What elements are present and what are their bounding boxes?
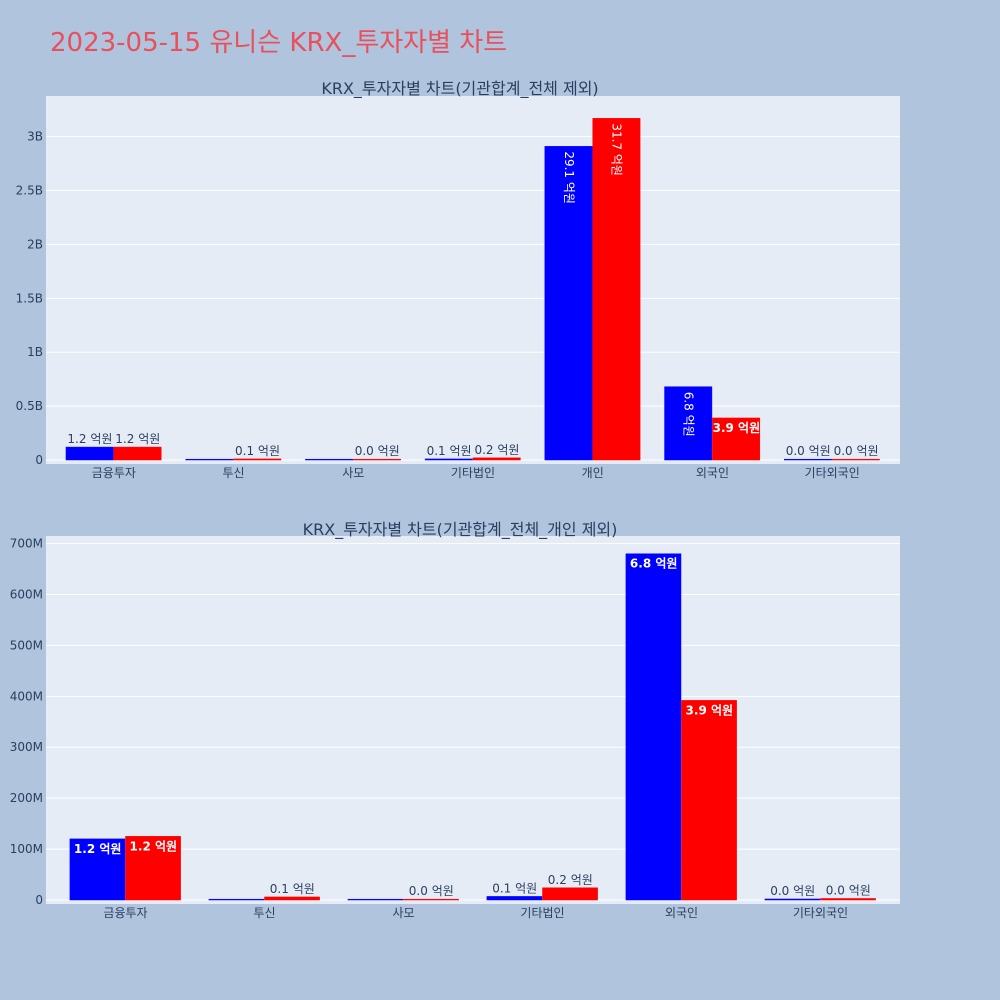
data-label: 0.0 억원 <box>786 444 831 458</box>
bar <box>347 898 404 901</box>
bar <box>233 458 282 461</box>
bar <box>820 898 876 901</box>
bar <box>625 553 682 901</box>
y-tick-label: 1B <box>27 345 43 359</box>
plot-area <box>46 96 900 464</box>
bar <box>681 700 737 901</box>
y-tick-label: 700M <box>10 537 43 551</box>
bar <box>65 446 114 461</box>
y-tick-label: 400M <box>10 689 43 703</box>
bar <box>764 898 821 901</box>
data-label: 0.0 억원 <box>826 883 871 897</box>
y-tick-label: 0 <box>35 893 43 907</box>
bar <box>831 458 880 461</box>
data-label: 6.8 억원 <box>681 392 695 437</box>
data-label: 1.2 억원 <box>130 839 178 853</box>
data-label: 0.1 억원 <box>427 444 472 458</box>
plot-area <box>46 536 900 904</box>
y-tick-label: 500M <box>10 638 43 652</box>
data-label: 0.1 억원 <box>492 881 537 895</box>
x-tick-label: 투신 <box>253 906 275 920</box>
bar <box>712 417 761 461</box>
chart-title: KRX_투자자별 차트(기관합계_전체_개인 제외) <box>303 520 618 540</box>
chart-title: KRX_투자자별 차트(기관합계_전체 제외) <box>321 79 598 99</box>
data-label: 0.1 억원 <box>235 444 280 458</box>
data-label: 3.9 억원 <box>686 703 734 717</box>
data-label: 0.0 억원 <box>834 444 879 458</box>
y-tick-label: 0 <box>35 453 43 467</box>
x-tick-label: 기타외국인 <box>793 906 848 920</box>
main-title: 2023-05-15 유니슨 KRX_투자자별 차트 <box>50 28 508 58</box>
bar <box>784 458 832 461</box>
bar <box>125 836 181 901</box>
bar <box>185 458 234 461</box>
x-tick-label: 금융투자 <box>103 906 147 920</box>
y-tick-label: 2.5B <box>16 184 43 198</box>
chart-1: 0 0.5B 1B 1.5B 2B 2.5B 3B KRX_투자자별 차트(기관합계_전체 제… <box>16 79 900 480</box>
bar <box>208 898 265 901</box>
x-tick-label: 사모 <box>342 466 364 480</box>
y-tick-label: 600M <box>10 587 43 601</box>
data-label: 31.7 억원 <box>610 123 624 176</box>
x-tick-label: 외국인 <box>665 906 698 920</box>
y-tick-label: 300M <box>10 740 43 754</box>
y-tick-label: 2B <box>27 237 43 251</box>
x-tick-label: 사모 <box>392 906 414 920</box>
bar <box>403 898 459 901</box>
data-label: 3.9 억원 <box>713 421 761 435</box>
data-label: 0.0 억원 <box>355 444 400 458</box>
y-tick-label: 3B <box>27 130 43 144</box>
x-tick-label: 외국인 <box>696 466 729 480</box>
bar <box>264 896 320 901</box>
data-label: 1.2 억원 <box>115 432 160 446</box>
x-tick-label: 기타법인 <box>451 466 495 480</box>
bar <box>424 458 473 461</box>
bar <box>542 887 598 901</box>
y-tick-label: 100M <box>10 842 43 856</box>
data-label: 0.0 억원 <box>770 884 815 898</box>
data-label: 6.8 억원 <box>630 557 678 571</box>
x-tick-label: 투신 <box>223 466 245 480</box>
bar <box>592 118 641 461</box>
y-tick-label: 200M <box>10 791 43 805</box>
data-label: 0.2 억원 <box>548 873 593 887</box>
bar <box>113 446 162 461</box>
x-tick-label: 기타외국인 <box>805 466 860 480</box>
bar <box>544 146 593 461</box>
data-label: 0.2 억원 <box>474 443 519 457</box>
data-label: 0.0 억원 <box>409 884 454 898</box>
data-label: 29.1 억원 <box>562 151 576 204</box>
bar <box>305 458 354 461</box>
data-label: 1.2 억원 <box>67 432 112 446</box>
data-label: 1.2 억원 <box>74 842 122 856</box>
bar <box>472 457 521 461</box>
x-tick-label: 기타법인 <box>520 906 564 920</box>
x-tick-label: 금융투자 <box>92 466 136 480</box>
y-tick-label: 1.5B <box>16 291 43 305</box>
y-tick-label: 0.5B <box>16 399 43 413</box>
bar <box>486 896 543 901</box>
bar <box>664 386 713 461</box>
bar <box>353 458 401 461</box>
bar <box>69 838 126 901</box>
x-tick-label: 개인 <box>582 466 604 480</box>
data-label: 0.1 억원 <box>270 882 315 896</box>
chart-2: 0 100M 200M 300M 400M 500M 600M 700M KRX_투자자별 차트… <box>10 520 900 920</box>
